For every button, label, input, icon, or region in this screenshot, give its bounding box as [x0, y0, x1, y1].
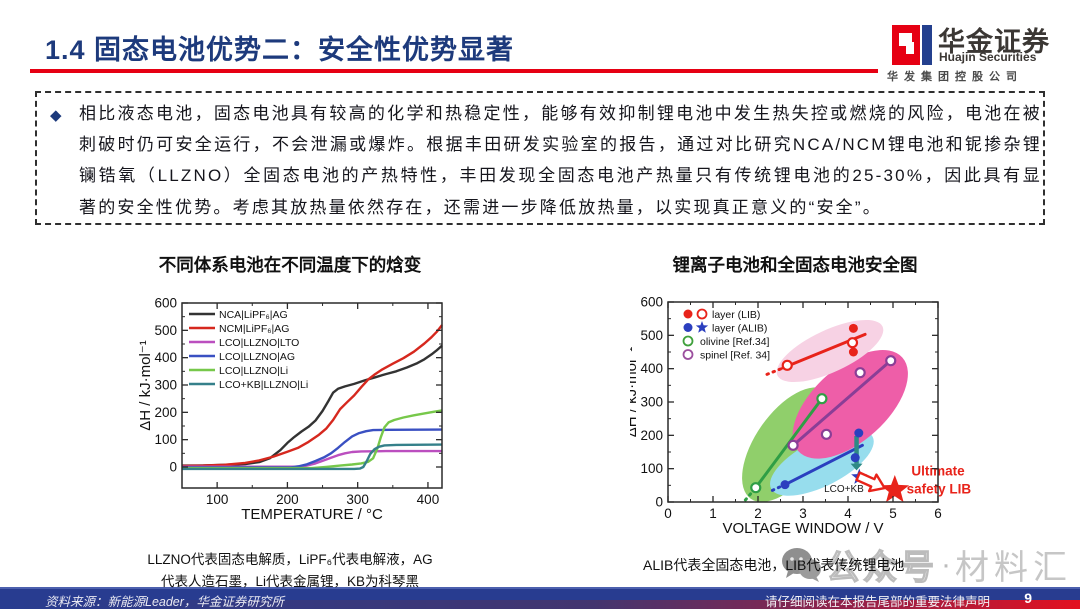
watermark-text-1: 公众号 — [825, 548, 937, 587]
title-divider — [30, 69, 878, 73]
footer-legal-notice: 请仔细阅读在本报告尾部的重要法律声明 — [764, 595, 990, 609]
svg-text:500: 500 — [154, 323, 177, 338]
svg-text:NCA|LiPF₆|AG: NCA|LiPF₆|AG — [219, 309, 288, 321]
svg-text:4: 4 — [844, 506, 852, 521]
svg-text:400: 400 — [154, 350, 177, 365]
summary-callout: ◆ 相比液态电池，固态电池具有较高的化学和热稳定性，能够有效抑制锂电池中发生热失… — [35, 91, 1045, 225]
svg-text:300: 300 — [154, 378, 177, 393]
svg-text:spinel [Ref. 34]: spinel [Ref. 34] — [700, 349, 770, 361]
svg-text:300: 300 — [346, 492, 369, 507]
page-number: 9 — [1024, 590, 1032, 606]
logo-mark-icon — [892, 25, 920, 65]
watermark-text-2: 材料汇 — [955, 549, 1072, 587]
svg-text:200: 200 — [640, 428, 663, 443]
logo-bar-icon — [922, 25, 932, 65]
svg-text:300: 300 — [640, 395, 663, 410]
summary-text: 相比液态电池，固态电池具有较高的化学和热稳定性，能够有效抑制锂电池中发生热失控或… — [79, 104, 1042, 217]
watermark: 公众号 · 材料汇 — [778, 540, 1072, 589]
logo-subtitle: 华发集团控股公司 — [887, 71, 1023, 83]
svg-text:400: 400 — [640, 361, 663, 376]
svg-text:LCO+KB|LLZNO|Li: LCO+KB|LLZNO|Li — [219, 379, 308, 391]
svg-text:LCO|LLZNO|LTO: LCO|LLZNO|LTO — [219, 337, 299, 349]
svg-text:layer (LIB): layer (LIB) — [712, 309, 760, 321]
svg-text:LCO|LLZNO|Li: LCO|LLZNO|Li — [219, 365, 288, 377]
svg-text:600: 600 — [640, 295, 663, 310]
svg-text:3: 3 — [799, 506, 807, 521]
svg-text:0: 0 — [169, 460, 177, 475]
page-title: 1.4 固态电池优势二：安全性优势显著 — [45, 35, 515, 65]
svg-text:VOLTAGE WINDOW / V: VOLTAGE WINDOW / V — [722, 520, 883, 537]
svg-text:ΔH / kJ·mol⁻¹: ΔH / kJ·mol⁻¹ — [630, 347, 640, 437]
svg-text:100: 100 — [206, 492, 229, 507]
svg-text:200: 200 — [154, 405, 177, 420]
svg-text:layer (ALIB): layer (ALIB) — [712, 322, 767, 334]
left-chart-title: 不同体系电池在不同温度下的焓变 — [158, 255, 422, 275]
logo-name-cn: 华金证券 — [938, 27, 1050, 57]
svg-text:600: 600 — [154, 296, 177, 311]
svg-text:LCO+KB: LCO+KB — [824, 484, 864, 495]
svg-text:1: 1 — [709, 506, 717, 521]
svg-text:6: 6 — [934, 506, 942, 521]
svg-text:LCO|LLZNO|AG: LCO|LLZNO|AG — [219, 351, 295, 363]
wechat-icon — [782, 547, 821, 582]
enthalpy-line-chart: NCA|LiPF₆|AG NCM|LiPF₆|AG LCO|LLZNO|LTO LCO… — [137, 296, 443, 523]
svg-text:olivine [Ref.34]: olivine [Ref.34] — [700, 336, 770, 348]
svg-text:2: 2 — [754, 506, 762, 521]
watermark-dot: · — [941, 547, 951, 581]
right-chart-caption: ALIB代表全固态电池，LIB代表传统锂电池 — [643, 557, 905, 573]
svg-text:ΔH / kJ·mol⁻¹: ΔH / kJ·mol⁻¹ — [137, 340, 154, 430]
svg-text:400: 400 — [417, 492, 440, 507]
diamond-bullet-icon: ◆ — [50, 107, 62, 124]
svg-text:5: 5 — [889, 506, 897, 521]
svg-text:200: 200 — [276, 492, 299, 507]
svg-text:0: 0 — [655, 495, 663, 510]
footer-bar: 资料来源：新能源Leader，华金证券研究所 请仔细阅读在本报告尾部的重要法律声… — [0, 587, 1080, 609]
svg-text:NCM|LiPF₆|AG: NCM|LiPF₆|AG — [219, 323, 289, 335]
svg-text:500: 500 — [640, 328, 663, 343]
svg-text:TEMPERATURE / °C: TEMPERATURE / °C — [241, 506, 383, 523]
footer-source: 资料来源：新能源Leader，华金证券研究所 — [45, 595, 284, 609]
svg-text:100: 100 — [154, 432, 177, 447]
right-chart-title: 锂离子电池和全固态电池安全图 — [672, 255, 918, 275]
svg-text:safety LIB: safety LIB — [907, 481, 972, 496]
left-chart-caption: LLZNO代表固态电解质，LiPF₆代表电解液，AG 代表人造石墨，Li代表金属… — [147, 552, 433, 589]
svg-text:0: 0 — [664, 506, 672, 521]
svg-text:100: 100 — [640, 461, 663, 476]
logo-name-en: Huajin Securities — [939, 50, 1037, 64]
